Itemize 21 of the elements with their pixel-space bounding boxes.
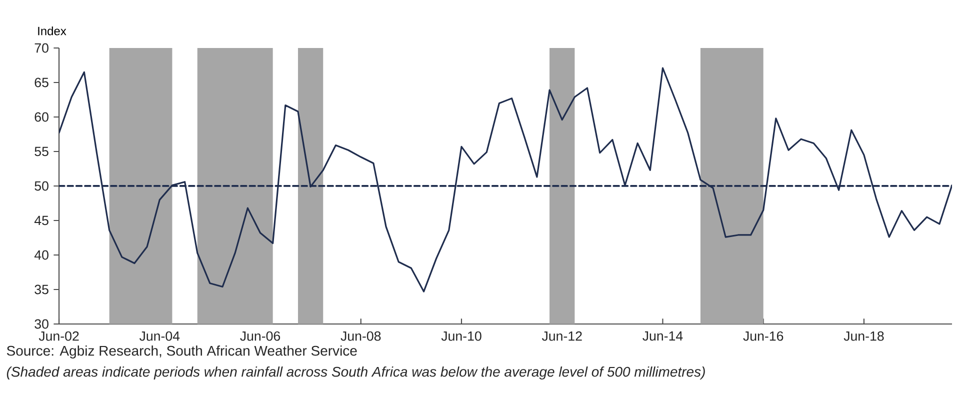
x-tick-label: Jun-10 — [441, 331, 482, 341]
y-axis-title: Index — [38, 26, 66, 36]
y-tick-label: 55 — [34, 146, 48, 156]
x-tick-label: Jun-16 — [743, 331, 784, 341]
text: (Shaded areas indicate periods when rainfall across South Africa was below the average level of 500 millimetres) — [6, 366, 705, 380]
y-tick-label: 65 — [34, 78, 48, 88]
y-tick-label: 70 — [34, 43, 48, 53]
y-tick-label: 50 — [34, 181, 48, 191]
x-tick-label: Jun-04 — [139, 331, 180, 341]
x-tick-label: Jun-06 — [240, 331, 280, 341]
y-tick-label: 45 — [34, 216, 48, 226]
x-tick-label: Jun-14 — [642, 331, 683, 341]
x-tick-label: Jun-12 — [542, 331, 582, 341]
x-tick-label: Jun-02 — [38, 331, 79, 341]
x-tick-label: Jun-08 — [340, 331, 381, 341]
source-note: Source: Agbiz Research, South African Weather Service — [6, 345, 357, 359]
x-tick-label: Jun-18 — [844, 331, 884, 341]
y-tick-label: 40 — [34, 250, 48, 260]
y-tick-label: 60 — [34, 112, 48, 122]
y-tick-label: 35 — [34, 284, 48, 294]
y-tick-label: 30 — [34, 319, 48, 329]
